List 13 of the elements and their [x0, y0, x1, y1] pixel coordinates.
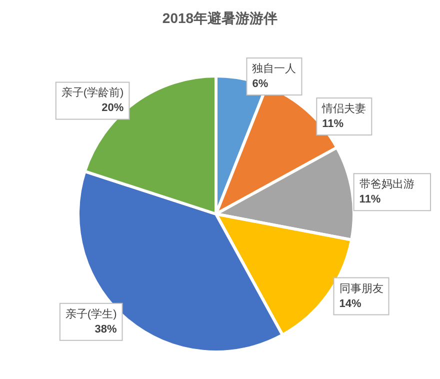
- slice-label: 情侣夫妻: [321, 102, 366, 115]
- slice-label: 独自一人: [252, 62, 296, 75]
- slice-label: 亲子(学生): [65, 307, 117, 320]
- slice-label: 带爸妈出游: [359, 178, 414, 191]
- chart-title: 2018年避暑游游伴: [162, 10, 278, 26]
- data-label: 38%: [94, 323, 117, 336]
- data-label: 6%: [252, 78, 268, 90]
- data-label: 14%: [339, 298, 362, 310]
- data-label: 11%: [359, 194, 381, 206]
- data-label: 20%: [102, 102, 124, 114]
- slice-label: 亲子(学龄前): [61, 86, 124, 100]
- slice-label: 同事朋友: [339, 282, 384, 295]
- data-label: 11%: [322, 118, 344, 130]
